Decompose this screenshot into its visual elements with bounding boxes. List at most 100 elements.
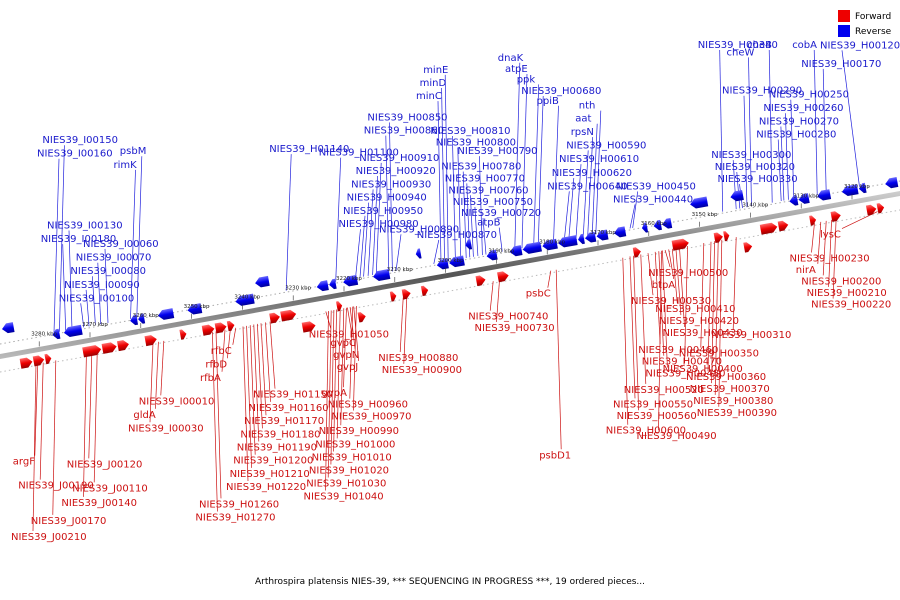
reverse-gene-43[interactable] bbox=[577, 233, 585, 245]
forward-gene-label[interactable]: NIES39_H00730 bbox=[475, 323, 555, 334]
forward-gene-47[interactable] bbox=[632, 247, 642, 258]
forward-gene-17[interactable] bbox=[226, 320, 236, 332]
forward-gene-66[interactable] bbox=[865, 204, 877, 216]
forward-gene-label[interactable]: NIES39_H01010 bbox=[312, 453, 392, 464]
forward-gene-label[interactable]: NIES39_H01050 bbox=[309, 329, 389, 340]
forward-gene-label[interactable]: NIES39_H00740 bbox=[468, 312, 548, 323]
reverse-gene-65[interactable] bbox=[858, 182, 867, 194]
forward-gene-label[interactable]: NIES39_H01160 bbox=[249, 403, 329, 414]
forward-gene-54[interactable] bbox=[723, 230, 730, 242]
forward-gene-label[interactable]: argF bbox=[13, 457, 35, 468]
forward-gene-label[interactable]: gvpA bbox=[322, 388, 348, 399]
reverse-gene-59[interactable] bbox=[789, 195, 799, 206]
forward-gene-label[interactable]: NIES39_H00880 bbox=[378, 353, 458, 364]
forward-gene-53[interactable] bbox=[713, 232, 724, 244]
reverse-gene-label[interactable]: NIES39_H00790 bbox=[457, 146, 537, 157]
reverse-gene-60[interactable] bbox=[798, 193, 810, 205]
forward-gene-16[interactable] bbox=[214, 322, 228, 334]
forward-gene-label[interactable]: NIES39_H00220 bbox=[811, 300, 891, 311]
forward-gene-label[interactable]: gvpC bbox=[330, 338, 356, 349]
reverse-gene-label[interactable]: NIES39_H00850 bbox=[367, 112, 447, 123]
forward-gene-label[interactable]: nirA bbox=[796, 265, 816, 276]
reverse-gene-64[interactable] bbox=[841, 184, 859, 197]
reverse-gene-48[interactable] bbox=[641, 222, 649, 233]
reverse-gene-23[interactable] bbox=[316, 280, 329, 292]
forward-gene-3[interactable] bbox=[44, 353, 52, 365]
reverse-gene-label[interactable]: minC bbox=[416, 91, 442, 102]
forward-gene-label[interactable]: btpA bbox=[652, 280, 676, 291]
reverse-gene-9[interactable] bbox=[129, 314, 139, 326]
reverse-gene-label[interactable]: NIES39_I00060 bbox=[83, 239, 159, 250]
reverse-gene-label[interactable]: NIES39_H00770 bbox=[445, 173, 525, 184]
forward-gene-label[interactable]: NIES39_H00970 bbox=[331, 411, 411, 422]
reverse-gene-label[interactable]: NIES39_H00590 bbox=[566, 140, 646, 151]
forward-gene-label[interactable]: rfbC bbox=[211, 346, 232, 357]
reverse-gene-label[interactable]: NIES39_I00070 bbox=[76, 253, 152, 264]
forward-gene-22[interactable] bbox=[301, 320, 317, 333]
forward-gene-label[interactable]: NIES39_H00310 bbox=[711, 330, 791, 341]
forward-gene-label[interactable]: rfbA bbox=[200, 373, 221, 384]
forward-gene-label[interactable]: NIES39_H00360 bbox=[686, 372, 766, 383]
reverse-gene-49[interactable] bbox=[653, 219, 662, 231]
forward-gene-27[interactable] bbox=[357, 311, 367, 323]
forward-gene-label[interactable]: NIES39_H01170 bbox=[244, 416, 324, 427]
reverse-gene-24[interactable] bbox=[328, 278, 337, 290]
forward-gene-label[interactable]: NIES39_H00390 bbox=[697, 408, 777, 419]
reverse-gene-50[interactable] bbox=[661, 217, 673, 229]
reverse-gene-label[interactable]: dnaK bbox=[498, 53, 524, 64]
forward-gene-label[interactable]: NIES39_H00370 bbox=[690, 384, 770, 395]
reverse-gene-44[interactable] bbox=[584, 231, 597, 244]
forward-gene-label[interactable]: NIES39_J00190 bbox=[18, 481, 94, 492]
reverse-gene-label[interactable]: NIES39_H01140 bbox=[269, 144, 349, 155]
reverse-gene-label[interactable]: ppiB bbox=[537, 96, 559, 107]
reverse-gene-label[interactable]: aat bbox=[575, 114, 591, 125]
reverse-gene-label[interactable]: NIES39_H00810 bbox=[430, 126, 510, 137]
reverse-gene-46[interactable] bbox=[613, 226, 627, 238]
forward-gene-label[interactable]: NIES39_H00530 bbox=[631, 296, 711, 307]
forward-gene-67[interactable] bbox=[876, 202, 885, 214]
forward-gene-29[interactable] bbox=[389, 291, 397, 302]
reverse-gene-label[interactable]: NIES39_I00090 bbox=[64, 280, 140, 291]
reverse-gene-26[interactable] bbox=[342, 274, 359, 287]
forward-gene-15[interactable] bbox=[201, 324, 216, 336]
forward-gene-label[interactable]: NIES39_H01220 bbox=[226, 482, 306, 493]
reverse-gene-label[interactable]: NIES39_H00890 bbox=[379, 224, 459, 235]
forward-gene-51[interactable] bbox=[671, 238, 690, 251]
forward-gene-label[interactable]: NIES39_H01190 bbox=[237, 443, 317, 454]
forward-gene-label[interactable]: NIES39_J00120 bbox=[67, 459, 143, 470]
forward-gene-label[interactable]: gvpJ bbox=[337, 362, 359, 373]
forward-gene-63[interactable] bbox=[830, 210, 842, 222]
forward-gene-label[interactable]: NIES39_H01150 bbox=[253, 390, 333, 401]
reverse-gene-label[interactable]: NIES39_H00260 bbox=[763, 103, 843, 114]
forward-gene-label[interactable]: NIES39_H00350 bbox=[679, 349, 759, 360]
forward-gene-label[interactable]: NIES39_H00230 bbox=[790, 253, 870, 264]
forward-gene-label[interactable]: gvpN bbox=[333, 350, 359, 361]
forward-gene-label[interactable]: NIES39_H00480 bbox=[645, 369, 725, 380]
forward-gene-label[interactable]: psbD1 bbox=[539, 450, 571, 461]
reverse-gene-label[interactable]: atpE bbox=[505, 64, 528, 75]
reverse-gene-label[interactable]: cheW bbox=[727, 47, 755, 58]
reverse-gene-label[interactable]: NIES39_I00150 bbox=[42, 135, 118, 146]
reverse-gene-label[interactable]: NIES39_H00780 bbox=[441, 162, 521, 173]
forward-gene-label[interactable]: gldA bbox=[133, 410, 155, 421]
forward-gene-2[interactable] bbox=[32, 355, 45, 367]
reverse-gene-28[interactable] bbox=[372, 269, 391, 282]
forward-gene-label[interactable]: psbC bbox=[526, 289, 551, 300]
reverse-gene-label[interactable]: rpsN bbox=[571, 127, 594, 138]
forward-gene-label[interactable]: NIES39_H01040 bbox=[304, 492, 384, 503]
reverse-gene-label[interactable]: NIES39_H00440 bbox=[613, 194, 693, 205]
forward-gene-label[interactable]: NIES39_H00600 bbox=[606, 426, 686, 437]
reverse-gene-62[interactable] bbox=[816, 189, 832, 201]
reverse-gene-label[interactable]: NIES39_H00860 bbox=[364, 126, 444, 137]
forward-gene-label[interactable]: NIES39_H00500 bbox=[648, 268, 728, 279]
forward-gene-label[interactable]: NIES39_H00900 bbox=[382, 365, 462, 376]
reverse-gene-label[interactable]: NIES39_H00610 bbox=[559, 154, 639, 165]
reverse-gene-label[interactable]: NIES39_H00290 bbox=[722, 86, 802, 97]
forward-gene-label[interactable]: NIES39_H01270 bbox=[195, 513, 275, 524]
forward-gene-label[interactable]: NIES39_H00550 bbox=[613, 399, 693, 410]
reverse-gene-label[interactable]: NIES39_H00300 bbox=[711, 150, 791, 161]
forward-gene-label[interactable]: NIES39_H00420 bbox=[659, 316, 739, 327]
forward-gene-label[interactable]: NIES39_H00470 bbox=[642, 357, 722, 368]
forward-gene-36[interactable] bbox=[475, 275, 487, 287]
reverse-gene-33[interactable] bbox=[436, 258, 449, 270]
